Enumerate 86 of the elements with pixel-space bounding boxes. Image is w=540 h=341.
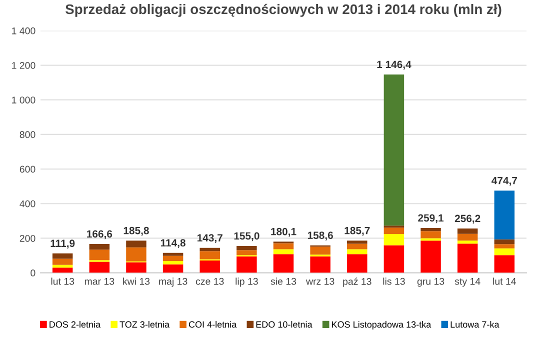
bar [236,250,257,256]
bar [457,234,478,241]
bar [200,248,220,252]
x-tick-label: maj 13 [159,278,188,287]
bar [420,240,441,273]
bar [89,262,110,273]
y-tick-label: 0 [30,270,36,276]
total-label: 180,1 [271,228,296,237]
x-tick-label: lut 13 [51,278,74,285]
x-tick-label: lip 13 [236,278,258,287]
bar [200,251,220,260]
bar [52,253,73,259]
bar [89,244,110,250]
bar [162,252,184,256]
bar [420,228,441,232]
total-label: 1 146,4 [377,60,412,70]
bar [126,262,146,273]
x-tick-label: kwi 13 [123,278,150,285]
y-tick-label: 600 [20,166,36,173]
total-label: 474,7 [492,177,517,186]
chart-title: Sprzedaż obligacji oszczędnościowych w 2013 i 2014 roku (mln zł) [65,4,502,17]
bar [384,74,404,226]
y-tick-label: 200 [20,234,36,242]
x-tick-label: gru 13 [417,278,444,287]
bar [236,246,257,250]
bar [162,261,184,264]
bar [52,258,73,265]
x-tick-label: lis 13 [383,278,405,285]
x-tick-label: cze 13 [196,278,224,285]
bar [457,228,478,234]
y-tick-label: 1 200 [12,62,36,69]
bar [200,260,220,273]
total-label: 158,6 [308,232,333,240]
bar [162,264,184,273]
bar [273,243,294,250]
bar [273,249,294,254]
legend-label: TOZ 3-letnia [120,321,170,328]
bar [126,247,146,262]
y-tick-label: 400 [20,200,36,208]
bar [494,248,515,256]
total-label: 143,7 [197,234,222,244]
bar [384,228,404,234]
total-label: 256,2 [454,214,480,224]
bar [494,190,515,240]
bar [420,231,441,238]
y-tick-label: 800 [20,131,36,138]
total-label: 111,9 [50,240,75,249]
x-tick-label: mar 13 [84,278,114,285]
total-label: 185,7 [344,226,370,236]
y-tick-label: 1 000 [12,96,36,104]
bar [420,238,441,241]
total-label: 259,1 [418,214,444,224]
bar [126,240,146,248]
bar [236,256,257,273]
legend-label: KOS Listopadowa 13-tka [332,321,432,330]
bar [494,244,515,248]
x-tick-label: wrz 13 [306,278,334,285]
bar [347,240,368,244]
x-tick-label: lut 14 [493,278,516,285]
legend-label: DOS 2-letnia [50,321,101,328]
bar [52,268,73,273]
total-label: 155,0 [234,232,260,242]
legend-label: Lutowa 7-ka [450,321,500,328]
bar [310,256,330,273]
legend-label: EDO 10-letnia [256,321,312,328]
total-label: 114,8 [160,239,186,248]
bar [457,244,478,273]
total-label: 166,6 [87,230,112,240]
bar [457,240,478,244]
bar [89,250,110,260]
x-tick-label: sie 13 [270,278,296,285]
y-tick-label: 1 400 [12,27,36,34]
legend-label: COI 4-letnia [188,321,237,328]
bar [347,254,368,273]
bar [384,234,404,246]
x-tick-label: paź 13 [343,278,372,287]
bar [494,239,515,244]
bar [384,245,404,273]
x-tick-label: sty 14 [454,278,480,287]
bar [162,256,184,262]
bar [494,255,515,273]
bar [310,246,330,255]
total-label: 185,8 [124,226,149,236]
bar [273,254,294,273]
bar [347,244,368,250]
bar [347,249,368,254]
